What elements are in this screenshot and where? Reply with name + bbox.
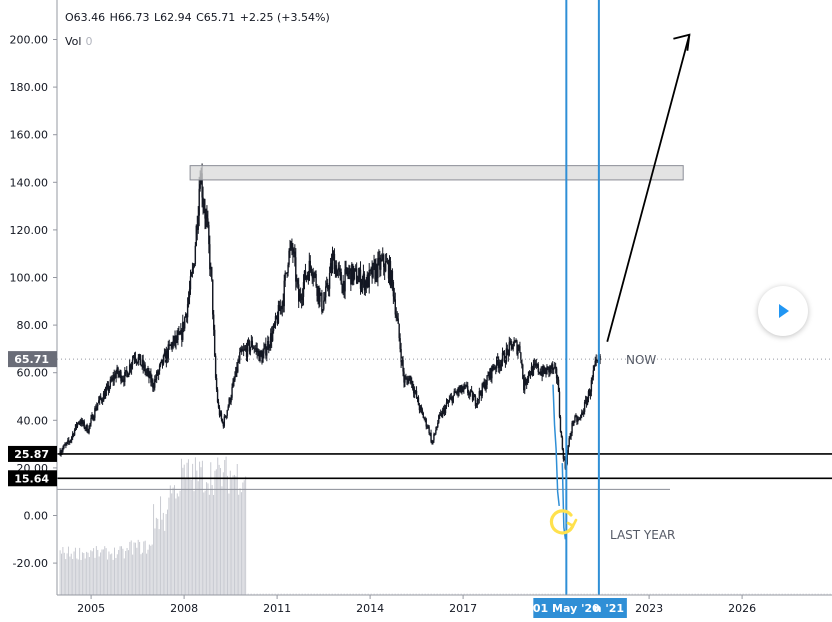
price-spike-line bbox=[552, 384, 560, 507]
y-tick-label: 200.00 bbox=[10, 34, 49, 47]
now-annotation: NOW bbox=[626, 353, 657, 367]
projection-arrow-head bbox=[673, 33, 691, 51]
y-tick-label: 140.00 bbox=[10, 176, 49, 189]
y-tick-label: 100.00 bbox=[10, 272, 49, 285]
circular-arrow-head bbox=[566, 518, 578, 528]
y-tick-label: -20.00 bbox=[13, 557, 48, 570]
x-tick-label: 2005 bbox=[77, 602, 105, 615]
level-tag-upper: 25.87 bbox=[14, 448, 49, 461]
date-label-end: n '21 bbox=[594, 602, 624, 615]
level-tag-lower: 15.64 bbox=[14, 472, 49, 485]
play-button[interactable] bbox=[758, 286, 808, 336]
level-tag-lower-background bbox=[8, 470, 57, 487]
last-year-annotation: LAST YEAR bbox=[610, 528, 676, 542]
high-label: H bbox=[109, 11, 118, 24]
resistance-zone bbox=[189, 165, 684, 181]
level-tag-upper-background bbox=[8, 445, 57, 462]
y-tick-label: 60.00 bbox=[17, 367, 49, 380]
low-value: 62.94 bbox=[160, 11, 192, 24]
y-tick-label: 180.00 bbox=[10, 81, 49, 94]
close-value: 65.71 bbox=[203, 11, 236, 24]
x-tick-label: 2026 bbox=[728, 602, 756, 615]
x-tick-label: 2017 bbox=[449, 602, 477, 615]
circular-arrow-icon bbox=[549, 509, 575, 535]
change-value: +2.25 (+3.54%) bbox=[239, 11, 330, 24]
open-label: O bbox=[65, 11, 74, 24]
close-label: C bbox=[196, 11, 204, 24]
open-value: 63.46 bbox=[73, 11, 106, 24]
play-icon bbox=[779, 304, 789, 318]
date-label-background bbox=[533, 598, 627, 618]
ohlc-legend: O63.46 H66.73 L62.94 C65.71 +2.25 (+3.54… bbox=[65, 11, 331, 24]
y-tick-label: 40.00 bbox=[17, 414, 49, 427]
x-tick-label: 2014 bbox=[356, 602, 384, 615]
y-tick-label: 120.00 bbox=[10, 224, 49, 237]
high-value: 66.73 bbox=[117, 11, 150, 24]
y-tick-label: 80.00 bbox=[17, 319, 49, 332]
volume-legend: Vol 0 bbox=[65, 35, 92, 48]
x-tick-label: 2011 bbox=[263, 602, 291, 615]
axes: 200.00 180.00 160.00 140.00 120.00 100.00 80.0… bbox=[8, 0, 832, 618]
x-tick-label: 2008 bbox=[170, 602, 198, 615]
volume-bars bbox=[59, 456, 832, 595]
x-tick-label: 2023 bbox=[635, 602, 663, 615]
projection-arrow-line bbox=[606, 34, 691, 342]
low-label: L bbox=[153, 11, 161, 24]
drawing-overlays bbox=[57, 0, 832, 595]
volume-value: 0 bbox=[85, 35, 93, 48]
volume-label: Vol bbox=[65, 35, 82, 48]
last-price-tag: 65.71 bbox=[14, 353, 49, 366]
y-tick-label: 160.00 bbox=[10, 129, 49, 142]
y-tick-label: 0.00 bbox=[24, 510, 49, 523]
price-spike-line bbox=[561, 463, 567, 540]
date-label-start: 01 May '20 bbox=[533, 602, 600, 615]
last-price-tag-background bbox=[8, 351, 57, 368]
